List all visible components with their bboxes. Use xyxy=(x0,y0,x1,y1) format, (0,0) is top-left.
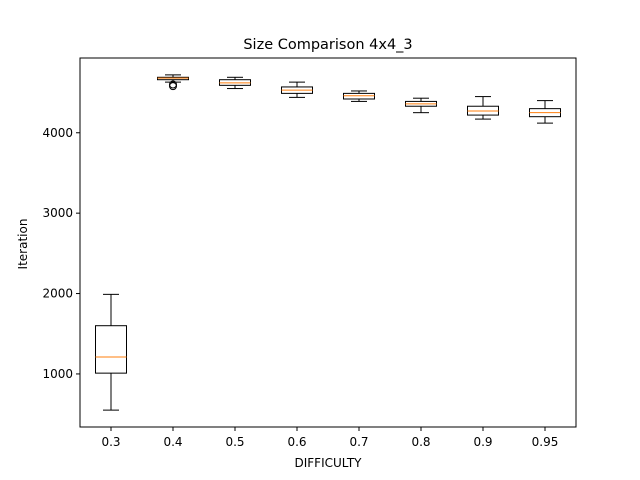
y-tick-label: 3000 xyxy=(42,206,73,220)
outlier-point xyxy=(169,82,177,91)
x-tick-label: 0.95 xyxy=(532,435,559,449)
y-tick-label: 1000 xyxy=(42,367,73,381)
x-tick-label: 0.8 xyxy=(411,435,430,449)
y-tick-label: 2000 xyxy=(42,287,73,301)
x-axis-title: DIFFICULTY xyxy=(295,456,363,470)
x-tick-label: 0.5 xyxy=(225,435,244,449)
chart-title: Size Comparison 4x4_3 xyxy=(243,37,412,53)
y-tick-label: 4000 xyxy=(42,126,73,140)
box-0.3 xyxy=(95,325,127,374)
x-tick-label: 0.9 xyxy=(473,435,492,449)
x-tick-label: 0.6 xyxy=(287,435,306,449)
y-axis-title: Iteration xyxy=(16,219,30,270)
x-tick-label: 0.3 xyxy=(101,435,120,449)
x-tick-label: 0.4 xyxy=(163,435,182,449)
plot-area: 1000 2000 3000 4000 0.3 0.4 0.5 0.6 0.7 0.8 0.9 0.9… xyxy=(42,57,577,449)
x-tick-label: 0.7 xyxy=(349,435,368,449)
axes-frame xyxy=(79,57,577,428)
